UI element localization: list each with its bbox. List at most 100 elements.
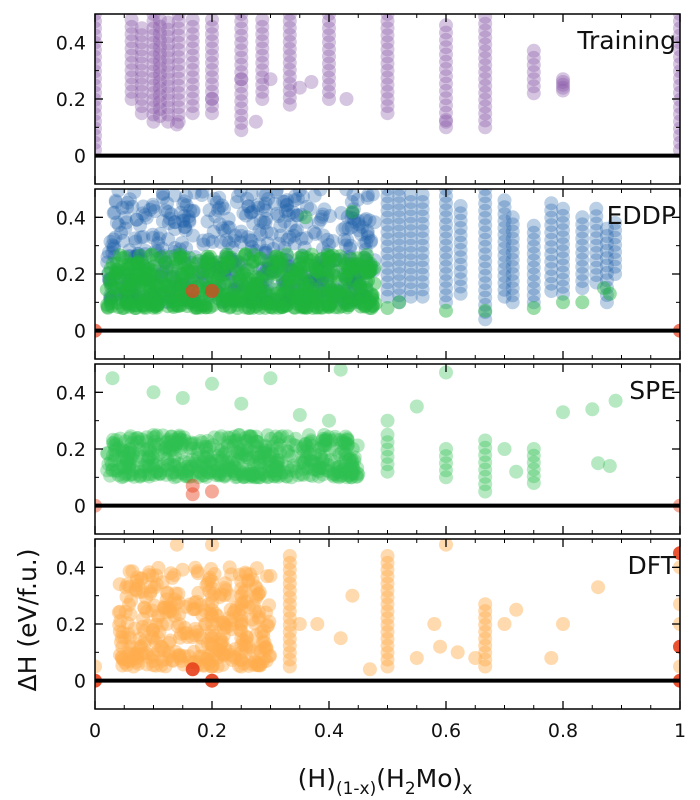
eddp-green-point <box>238 247 253 262</box>
eddp-blue-point <box>314 277 329 292</box>
spe-point <box>181 464 196 478</box>
eddp-blue-point <box>309 272 324 287</box>
spe-point <box>130 461 145 476</box>
dft-point <box>130 649 145 664</box>
dft-point <box>234 653 248 668</box>
eddp-blue-point <box>265 263 280 278</box>
eddp-green-point <box>182 251 197 265</box>
dft-point <box>129 651 144 666</box>
training-point <box>673 78 680 93</box>
panel-data <box>95 364 680 513</box>
training-point <box>152 88 167 103</box>
eddp-blue-point <box>365 189 380 202</box>
eddp-blue-point <box>196 270 211 285</box>
dft-point <box>196 658 211 672</box>
dft-point <box>162 635 176 650</box>
spe-point <box>209 465 224 480</box>
eddp-green-point <box>241 275 256 290</box>
eddp-blue-point <box>360 224 375 239</box>
dft-point <box>161 645 176 660</box>
spe-point <box>145 447 160 461</box>
dft-point <box>111 605 126 620</box>
dft-point <box>155 640 170 655</box>
eddp-green-point <box>338 287 353 302</box>
dft-point <box>201 597 216 612</box>
training-point <box>478 30 493 45</box>
eddp-green-point <box>295 288 310 303</box>
eddp-green-point <box>172 273 187 288</box>
spe-point <box>222 451 237 466</box>
training-point <box>439 47 453 62</box>
spe-point <box>202 454 217 469</box>
eddp-blue-point <box>279 279 294 294</box>
eddp-green-point <box>350 291 365 306</box>
eddp-green-point <box>281 262 296 277</box>
spe-point <box>332 433 347 447</box>
eddp-green-point <box>118 291 133 306</box>
dft-point <box>238 565 253 580</box>
eddp-green-point <box>304 288 319 303</box>
eddp-blue-point <box>118 288 133 303</box>
training-point <box>205 92 219 106</box>
spe-point <box>318 438 333 453</box>
spe-point <box>342 452 357 467</box>
eddp-blue-point <box>122 192 137 207</box>
eddp-green-point <box>255 273 269 288</box>
dft-point <box>185 602 200 617</box>
eddp-blue-point <box>117 288 132 302</box>
eddp-green-point <box>143 297 158 312</box>
training-point <box>234 101 249 116</box>
eddp-blue-point <box>132 289 147 304</box>
eddp-green-point <box>350 251 365 266</box>
eddp-blue-point <box>364 233 379 248</box>
eddp-blue-point <box>478 196 493 211</box>
training-point <box>439 83 453 98</box>
x-tick-label: 0 <box>89 720 101 742</box>
dft-point <box>177 620 192 635</box>
dft-point <box>112 618 127 632</box>
spe-point <box>106 432 120 447</box>
y-tick-label: 0 <box>74 671 86 693</box>
eddp-blue-point <box>233 189 248 198</box>
training-point <box>95 64 102 79</box>
eddp-blue-point <box>290 208 305 223</box>
spe-point <box>172 430 187 444</box>
eddp-blue-point <box>380 253 395 268</box>
eddp-blue-point <box>249 244 264 258</box>
eddp-green-point <box>287 263 301 278</box>
spe-point <box>122 442 137 457</box>
spe-point <box>274 456 289 471</box>
dft-point <box>133 640 148 655</box>
spe-point <box>341 437 356 452</box>
eddp-blue-point <box>289 223 304 238</box>
eddp-blue-point <box>149 294 164 308</box>
spe-point <box>321 458 336 473</box>
eddp-blue-point <box>172 288 187 303</box>
eddp-blue-point <box>497 282 512 297</box>
spe-point <box>107 443 122 458</box>
spe-point <box>322 464 336 479</box>
eddp-blue-point <box>228 253 243 267</box>
spe-point <box>336 466 351 481</box>
spe-point <box>108 441 123 456</box>
eddp-blue-point <box>261 191 276 206</box>
spe-point <box>270 460 285 475</box>
eddp-green-point <box>235 282 250 297</box>
eddp-blue-point <box>164 291 178 306</box>
spe-point <box>233 464 248 479</box>
eddp-blue-point <box>350 271 365 286</box>
spe-point <box>167 470 182 485</box>
eddp-blue-point <box>403 282 418 297</box>
eddp-green-point <box>174 298 189 313</box>
training-point <box>673 107 680 122</box>
dft-point <box>203 606 218 621</box>
eddp-green-point <box>246 296 261 311</box>
dft-point <box>257 651 272 666</box>
dft-point <box>217 588 232 603</box>
eddp-green-point <box>152 290 167 305</box>
spe-point <box>319 463 334 478</box>
eddp-green-point <box>268 250 282 264</box>
eddp-blue-point <box>227 281 242 296</box>
spe-point <box>247 457 261 472</box>
eddp-blue-point <box>253 276 268 291</box>
